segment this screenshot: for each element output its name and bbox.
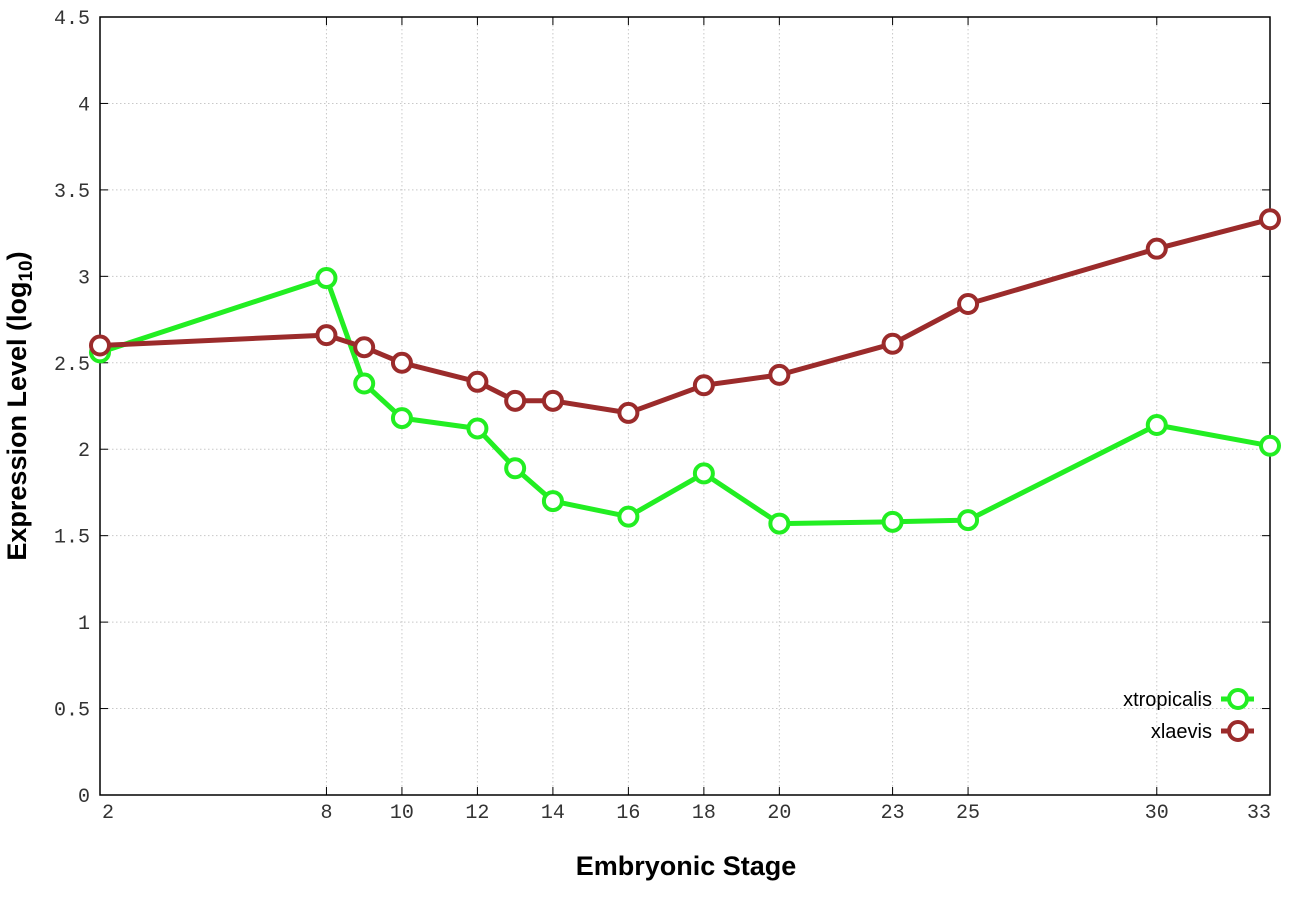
data-point-xlaevis xyxy=(881,332,904,355)
x-tick-label: 25 xyxy=(956,802,980,825)
data-point-xlaevis xyxy=(768,363,791,386)
tick-layer: 0 0.5 1 1.5 2 2.5 3 3.5 4 4.5 2 8 10 12 14 16 18 20 23 25 30… xyxy=(54,8,1271,825)
y-tick-label: 4.5 xyxy=(54,8,90,31)
data-point-xlaevis xyxy=(1145,237,1168,260)
y-tick-label: 0 xyxy=(78,786,90,809)
y-axis-title-subscript: 10 xyxy=(16,260,37,281)
x-tick-label: 20 xyxy=(767,802,791,825)
data-point-xtropicalis xyxy=(1145,414,1168,437)
legend-label: xlaevis xyxy=(1151,721,1212,743)
data-point-xlaevis xyxy=(390,351,413,374)
data-point-xlaevis xyxy=(1259,208,1281,231)
y-axis-title-suffix: ) xyxy=(2,251,32,260)
plot-frame xyxy=(99,16,1271,796)
legend-swatch-marker xyxy=(1227,688,1249,710)
data-point-xtropicalis xyxy=(504,457,527,480)
data-point-xlaevis xyxy=(617,401,640,424)
x-tick-label: 33 xyxy=(1247,802,1271,825)
data-point-xlaevis xyxy=(541,389,564,412)
data-point-xlaevis xyxy=(692,374,715,397)
x-tick-label: 30 xyxy=(1145,802,1169,825)
y-tick-label: 1.5 xyxy=(54,527,90,550)
data-point-xtropicalis xyxy=(541,490,564,513)
series-xtropicalis xyxy=(89,267,1281,535)
series-line-xtropicalis xyxy=(99,275,1271,527)
x-axis-title: Embryonic Stage xyxy=(576,851,797,881)
data-point-xtropicalis xyxy=(957,509,980,532)
legend-entry-xtropicalis: xtropicalis xyxy=(1123,688,1254,711)
x-tick-label: 23 xyxy=(881,802,905,825)
data-point-xtropicalis xyxy=(353,372,376,395)
grid-layer xyxy=(100,17,1270,795)
y-axis-title-main: Expression Level (log xyxy=(2,282,32,561)
x-tick-label: 14 xyxy=(541,802,565,825)
data-point-xtropicalis xyxy=(617,505,640,528)
data-point-xtropicalis xyxy=(692,462,715,485)
x-tick-label: 18 xyxy=(692,802,716,825)
legend-label: xtropicalis xyxy=(1123,689,1212,711)
data-point-xlaevis xyxy=(89,334,111,357)
data-point-xtropicalis xyxy=(466,417,489,440)
y-tick-label: 3 xyxy=(78,267,90,290)
x-tick-label: 16 xyxy=(616,802,640,825)
legend-entry-xlaevis: xlaevis xyxy=(1151,720,1254,743)
y-tick-label: 3.5 xyxy=(54,181,90,204)
series-line-xlaevis xyxy=(99,216,1271,416)
x-tick-label: 12 xyxy=(465,802,489,825)
data-point-xlaevis xyxy=(315,324,338,347)
x-tick-label: 2 xyxy=(102,802,114,825)
x-tick-label: 10 xyxy=(390,802,414,825)
data-point-xlaevis xyxy=(957,292,980,315)
data-point-xtropicalis xyxy=(1259,434,1281,457)
data-point-xtropicalis xyxy=(768,512,791,535)
y-tick-label: 2.5 xyxy=(54,354,90,377)
data-point-xlaevis xyxy=(504,389,527,412)
series-layer xyxy=(89,208,1281,535)
data-point-xtropicalis xyxy=(315,267,338,290)
y-tick-label: 4 xyxy=(78,94,90,117)
data-point-xtropicalis xyxy=(390,407,413,430)
data-point-xlaevis xyxy=(353,336,376,359)
series-xlaevis xyxy=(89,208,1281,424)
y-tick-label: 1 xyxy=(78,613,90,636)
y-tick-label: 2 xyxy=(78,440,90,463)
data-point-xtropicalis xyxy=(881,510,904,533)
y-tick-label: 0.5 xyxy=(54,700,90,723)
x-tick-label: 8 xyxy=(320,802,332,825)
y-axis-title: Expression Level (log10) xyxy=(2,251,37,560)
legend: xtropicalis xlaevis xyxy=(1123,688,1254,743)
data-point-xlaevis xyxy=(466,370,489,393)
legend-swatch-marker xyxy=(1227,720,1249,742)
